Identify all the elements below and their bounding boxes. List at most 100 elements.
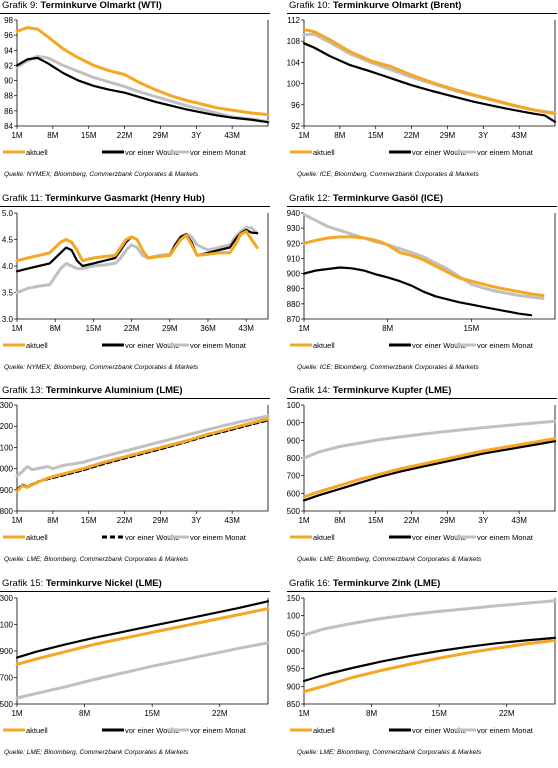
legend-label: vor einem Monat: [190, 726, 247, 735]
series-line-week: [302, 440, 557, 502]
chart-svg: 1850 1900 1950 2000 2050 2100 2150 1M 8M 15M 22M ak…: [287, 594, 557, 735]
x-tick-label: 1M: [11, 324, 22, 333]
x-tick-label: 29M: [153, 131, 169, 140]
y-tick-label: 17100: [0, 621, 14, 630]
title-rule: [287, 206, 557, 207]
y-tick-label: 900: [287, 270, 301, 279]
legend-label: aktuell: [313, 533, 335, 542]
source-note: Quelle: ICE; Bloomberg, Commerzbank Corp…: [297, 171, 479, 178]
chart-svg: 84 86 88 90 92 94 96 98 1M 8M 15M 22M 29M 3Y 43M aktuel…: [3, 16, 270, 157]
chart-panel: Grafik 16: Terminkurve Zink (LME) 1850 190…: [287, 578, 557, 768]
y-tick-label: 1900: [0, 486, 14, 495]
plot-frame: [303, 405, 556, 512]
y-tick-label: 94: [4, 46, 13, 55]
source-note: Quelle: NYMEX; Bloomberg, Commerzbank Co…: [4, 364, 199, 371]
chart-title-text: Terminkurve Gasöl (ICE): [330, 193, 443, 204]
series-line-week: [15, 600, 270, 659]
y-tick-label: 1850: [287, 700, 301, 709]
x-tick-label: 29M: [153, 516, 169, 525]
y-tick-label: 5.0: [2, 209, 14, 218]
series-line-aktuell: [302, 638, 557, 694]
x-tick-label: 1M: [11, 516, 22, 525]
y-tick-label: 98: [4, 16, 13, 25]
x-tick-label: 8M: [50, 324, 61, 333]
y-tick-label: 870: [287, 315, 301, 324]
x-tick-label: 29M: [162, 324, 178, 333]
chart-svg: 3.0 3.5 4.0 4.5 5.0 1M 8M 15M 22M 29M 36M 43M aktuel…: [2, 209, 269, 350]
y-tick-label: 2100: [287, 612, 301, 621]
x-tick-label: 1M: [11, 131, 22, 140]
y-tick-label: 16700: [0, 674, 14, 683]
plot-frame: [303, 213, 556, 320]
y-tick-label: 96: [4, 31, 13, 40]
y-tick-label: 112: [287, 16, 300, 25]
series-line-aktuell: [302, 28, 557, 116]
x-tick-label: 3Y: [478, 516, 488, 525]
y-tick-label: 7500: [287, 507, 301, 516]
chart-panel: Grafik 9: Terminkurve Olmarkt (WTI) 84 86 8…: [0, 0, 270, 190]
series-line-month: [302, 419, 557, 460]
y-tick-label: 2050: [287, 629, 301, 638]
source-note: Quelle: LME; Bloomberg, Commerzbank Corp…: [297, 556, 482, 563]
plot-frame: [16, 213, 269, 320]
title-rule: [0, 13, 270, 14]
y-tick-label: 2150: [287, 594, 301, 603]
chart-number: Grafik 15:: [2, 578, 44, 589]
x-tick-label: 8M: [366, 709, 377, 718]
x-tick-label: 1M: [11, 709, 22, 718]
title-rule: [0, 398, 270, 399]
chart-title-text: Terminkurve Zink (LME): [330, 578, 441, 589]
series-line-month: [15, 641, 270, 700]
title-rule: [287, 398, 557, 399]
title-rule: [0, 591, 270, 592]
chart-svg: 92 96 100 104 108 112 1M 8M 15M 22M 29M 3Y 43M aktuel…: [287, 16, 557, 157]
legend-label: vor einer Woche: [412, 726, 466, 735]
legend-label: vor einem Monat: [477, 341, 534, 350]
legend-label: aktuell: [26, 533, 48, 542]
chart-number: Grafik 9:: [2, 0, 38, 11]
x-tick-label: 22M: [124, 324, 140, 333]
series-line-week: [15, 56, 270, 124]
chart-number: Grafik 16:: [289, 578, 331, 589]
title-rule: [0, 206, 270, 207]
x-tick-label: 15M: [368, 131, 384, 140]
source-note: Quelle: LME; Bloomberg, Commerzbank Corp…: [4, 749, 189, 756]
chart-title-text: Terminkurve Olmarkt (WTI): [37, 0, 162, 11]
legend-label: vor einem Monat: [190, 341, 247, 350]
x-tick-label: 1M: [298, 516, 309, 525]
x-tick-label: 3Y: [478, 131, 488, 140]
x-tick-label: 22M: [499, 709, 515, 718]
y-tick-label: 920: [287, 239, 301, 248]
y-tick-label: 17300: [0, 594, 14, 603]
y-tick-label: 108: [287, 37, 301, 46]
x-tick-label: 22M: [212, 709, 228, 718]
chart-title: Grafik 12: Terminkurve Gasöl (ICE): [289, 193, 443, 204]
x-tick-label: 8M: [47, 516, 58, 525]
x-tick-label: 8M: [382, 324, 393, 333]
y-tick-label: 930: [287, 224, 301, 233]
series-line-aktuell: [15, 26, 270, 117]
y-tick-label: 2000: [0, 465, 14, 474]
legend-label: aktuell: [313, 726, 335, 735]
chart-panel: Grafik 15: Terminkurve Nickel (LME) 16500…: [0, 578, 270, 768]
chart-panel: Grafik 11: Terminkurve Gasmarkt (Henry H…: [0, 193, 270, 383]
x-tick-label: 29M: [440, 131, 456, 140]
series-line-month: [15, 414, 270, 478]
legend-label: vor einer Woche: [412, 533, 466, 542]
series-line-week: [302, 266, 533, 317]
x-tick-label: 29M: [440, 516, 456, 525]
x-tick-label: 22M: [404, 131, 420, 140]
plot-frame: [16, 405, 269, 512]
y-tick-label: 7700: [287, 472, 301, 481]
x-tick-label: 3Y: [191, 131, 201, 140]
legend-label: vor einem Monat: [477, 726, 534, 735]
chart-svg: 16500 16700 16900 17100 17300 1M 8M 15M 22M aktue…: [0, 594, 270, 735]
chart-title: Grafik 15: Terminkurve Nickel (LME): [2, 578, 162, 589]
x-tick-label: 8M: [334, 131, 345, 140]
chart-number: Grafik 12:: [289, 193, 331, 204]
y-tick-label: 1950: [287, 665, 301, 674]
chart-number: Grafik 10:: [289, 0, 331, 11]
chart-title: Grafik 10: Terminkurve Olmarkt (Brent): [289, 0, 461, 11]
y-tick-label: 16500: [0, 700, 14, 709]
y-tick-label: 2100: [0, 443, 14, 452]
